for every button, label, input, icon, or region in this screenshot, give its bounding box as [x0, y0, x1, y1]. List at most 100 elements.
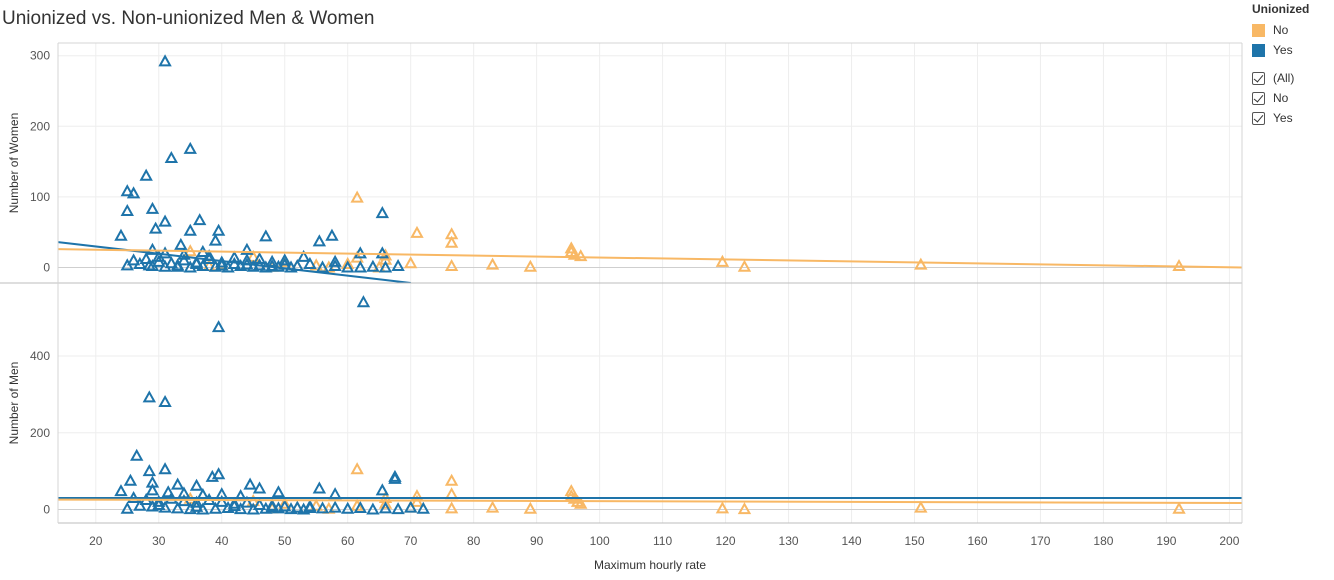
data-point-yes — [252, 497, 267, 510]
checkbox-yes[interactable] — [1252, 111, 1265, 125]
filter-all[interactable]: (All) — [1252, 68, 1332, 88]
data-point-no — [202, 258, 216, 272]
x-tick-label: 200 — [1219, 534, 1239, 548]
x-tick-label: 150 — [904, 534, 924, 548]
legend-item-no[interactable]: No — [1252, 20, 1332, 40]
data-point-yes — [120, 501, 134, 514]
y-tick-label: 400 — [30, 349, 50, 363]
data-point-no — [564, 241, 578, 254]
checkbox-all[interactable] — [1252, 71, 1265, 85]
data-point-yes — [193, 213, 207, 226]
data-point-yes — [328, 258, 342, 272]
x-tick-label: 160 — [967, 534, 987, 548]
legend-title: Unionized — [1252, 2, 1310, 16]
data-point-yes — [189, 255, 204, 268]
data-point-no — [444, 258, 459, 272]
data-point-yes — [315, 501, 330, 514]
data-point-no — [403, 256, 418, 269]
x-axis-title: Maximum hourly rate — [594, 558, 706, 572]
data-point-yes — [120, 258, 134, 271]
checkbox-no[interactable] — [1252, 91, 1265, 105]
data-point-yes — [341, 501, 355, 514]
data-point-yes — [205, 469, 219, 482]
data-point-yes — [158, 394, 172, 408]
data-point-yes — [265, 258, 279, 272]
filter-yes[interactable]: Yes — [1252, 108, 1332, 128]
data-point-yes — [189, 495, 204, 508]
data-point-yes — [114, 228, 128, 241]
data-point-no — [1172, 501, 1186, 514]
data-point-yes — [284, 502, 298, 515]
data-point-yes — [312, 481, 327, 494]
x-tick-label: 100 — [590, 534, 610, 548]
data-point-yes — [170, 501, 185, 514]
data-point-yes — [325, 228, 339, 241]
data-point-yes — [265, 254, 279, 267]
data-point-no — [914, 500, 928, 513]
filter-label-yes: Yes — [1273, 111, 1293, 125]
data-point-yes — [391, 258, 405, 272]
chart-title: Unionized vs. Non-unionized Men & Women — [2, 8, 375, 29]
data-point-yes — [208, 233, 223, 246]
trend-line-no — [58, 248, 1242, 269]
trend-line-no — [58, 498, 1242, 505]
data-point-no — [444, 487, 459, 500]
data-point-yes — [243, 477, 257, 490]
data-point-no — [914, 257, 928, 270]
data-point-yes — [227, 499, 242, 512]
data-point-yes — [130, 448, 144, 461]
filter-no[interactable]: No — [1252, 88, 1332, 108]
x-tick-label: 30 — [152, 534, 166, 548]
data-point-yes — [353, 500, 367, 514]
data-point-yes — [152, 494, 166, 507]
data-point-yes — [328, 254, 342, 267]
data-point-yes — [366, 259, 380, 272]
data-point-no — [523, 259, 538, 272]
data-point-yes — [152, 497, 166, 510]
data-point-yes — [164, 256, 179, 269]
data-point-yes — [328, 500, 342, 513]
data-point-yes — [303, 500, 317, 514]
data-point-yes — [296, 249, 311, 262]
trend-line-yes — [58, 241, 411, 283]
data-point-yes — [133, 498, 147, 511]
data-point-yes — [142, 464, 157, 477]
data-point-yes — [252, 251, 267, 264]
data-point-yes — [375, 206, 390, 219]
data-point-yes — [375, 246, 390, 259]
data-point-yes — [114, 484, 128, 497]
data-point-yes — [139, 168, 153, 181]
data-point-yes — [120, 203, 134, 216]
x-tick-label: 190 — [1156, 534, 1176, 548]
data-point-yes — [152, 249, 166, 262]
x-tick-label: 90 — [530, 534, 544, 548]
data-point-yes — [403, 500, 418, 513]
data-point-yes — [211, 320, 226, 333]
x-tick-label: 80 — [467, 534, 481, 548]
data-point-yes — [240, 495, 254, 508]
legend-label-no: No — [1273, 23, 1289, 37]
data-point-yes — [356, 295, 371, 308]
data-point-no — [523, 501, 538, 514]
data-point-no — [485, 500, 500, 513]
data-point-yes — [378, 260, 393, 273]
filter-label-no: No — [1273, 91, 1289, 105]
data-point-yes — [183, 223, 197, 236]
data-point-yes — [158, 259, 172, 272]
data-point-yes — [174, 237, 188, 250]
data-point-no — [341, 256, 355, 269]
data-point-no — [444, 501, 459, 514]
data-point-no — [574, 249, 588, 262]
data-point-no — [715, 254, 730, 267]
x-tick-label: 70 — [404, 534, 418, 548]
data-point-no — [485, 257, 500, 270]
legend-item-yes[interactable]: Yes — [1252, 40, 1332, 60]
data-point-yes — [278, 499, 292, 512]
data-point-yes — [211, 223, 226, 236]
data-point-no — [410, 225, 424, 238]
x-tick-label: 130 — [779, 534, 799, 548]
data-point-yes — [208, 501, 223, 514]
data-point-yes — [177, 253, 191, 266]
data-point-yes — [378, 501, 393, 514]
